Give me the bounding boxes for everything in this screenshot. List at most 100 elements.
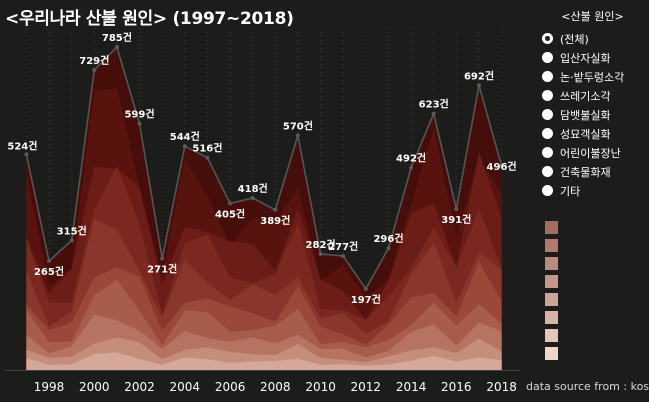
legend-option-label: 담뱃불실화	[560, 108, 611, 122]
data-label: 405건	[215, 207, 245, 220]
legend-option-6[interactable]: 어린이불장난	[540, 143, 645, 162]
x-tick-label: 1998	[34, 380, 65, 394]
legend-option-5[interactable]: 성묘객실화	[540, 124, 645, 143]
data-label: 277건	[328, 240, 358, 253]
data-point	[363, 286, 368, 291]
data-label: 389건	[260, 214, 290, 227]
data-label: 692건	[464, 69, 494, 82]
area-bands	[26, 47, 502, 371]
radio-button[interactable]	[542, 185, 553, 196]
color-swatch	[545, 311, 558, 324]
x-tick-label: 2006	[215, 380, 246, 394]
data-label: 785건	[102, 31, 132, 44]
data-label: 496건	[487, 160, 517, 173]
legend-title: <산불 원인>	[561, 10, 624, 23]
data-point	[295, 133, 300, 138]
legend-option-label: 쓰레기소각	[560, 89, 611, 103]
legend-option-label: 입산자실화	[560, 51, 611, 65]
legend-option-label: 건축물화재	[560, 165, 611, 179]
data-label: 391건	[441, 213, 471, 226]
x-tick-label: 2018	[486, 380, 517, 394]
legend-option-3[interactable]: 쓰레기소각	[540, 86, 645, 105]
data-point	[160, 256, 165, 261]
data-point	[386, 246, 391, 251]
data-label: 729건	[79, 54, 109, 67]
data-point	[24, 152, 29, 157]
radio-button[interactable]	[542, 52, 553, 63]
x-tick-label: 2010	[305, 380, 336, 394]
legend-option-2[interactable]: 논·밭두렁소각	[540, 67, 645, 86]
x-tick-label: 2008	[260, 380, 291, 394]
x-tick-label: 2002	[124, 380, 155, 394]
data-label: 516건	[192, 142, 222, 155]
data-label: 544건	[170, 130, 200, 143]
radio-button[interactable]	[542, 147, 553, 158]
data-point	[477, 83, 481, 88]
data-point	[273, 207, 278, 212]
legend-option-label: 성묘객실화	[560, 127, 611, 141]
data-point	[92, 68, 97, 72]
radio-button[interactable]	[542, 166, 553, 177]
legend-option-8[interactable]: 기타	[540, 181, 645, 200]
color-swatch	[545, 329, 558, 342]
legend-option-1[interactable]: 입산자실화	[540, 48, 645, 67]
data-label: 296건	[373, 232, 403, 245]
data-label: 492건	[396, 152, 426, 165]
data-point	[137, 121, 142, 126]
data-point	[250, 196, 255, 200]
data-label: 265건	[34, 265, 64, 278]
x-tick-label: 2016	[441, 380, 472, 394]
data-point	[409, 165, 414, 170]
chart-title: <우리나라 산불 원인> (1997~2018)	[5, 9, 294, 29]
data-label: 570건	[283, 120, 313, 133]
data-point	[454, 207, 459, 212]
x-tick-label: 2014	[396, 380, 427, 394]
total-line	[24, 45, 504, 291]
data-point	[228, 201, 233, 206]
data-source: data source from : kosis	[526, 380, 649, 393]
data-point	[114, 45, 119, 49]
color-swatch	[545, 221, 558, 234]
data-point	[341, 254, 346, 258]
x-tick-label: 2012	[351, 380, 382, 394]
color-swatches	[545, 221, 558, 365]
data-point	[182, 144, 187, 149]
data-point	[499, 163, 504, 168]
color-swatch	[545, 347, 558, 360]
data-label: 418건	[238, 182, 268, 195]
data-point	[205, 155, 210, 160]
data-label: 524건	[7, 139, 37, 152]
data-label: 599건	[124, 108, 154, 121]
x-axis: 1998 2000 2002 2004 2006 2008 2010 2012 2014 2016…	[5, 370, 520, 394]
x-tick-label: 2004	[170, 380, 201, 394]
x-tick-label: 2000	[79, 380, 110, 394]
legend-option-label: 기타	[560, 184, 581, 198]
area-band	[26, 352, 502, 370]
radio-button[interactable]	[542, 71, 553, 82]
color-swatch	[545, 293, 558, 306]
data-label: 197건	[351, 293, 381, 306]
radio-button[interactable]	[542, 109, 553, 120]
legend-option-7[interactable]: 건축물화재	[540, 162, 645, 181]
legend-option-label: (전체)	[560, 32, 589, 46]
color-swatch	[545, 275, 558, 288]
legend-option-0[interactable]: (전체)	[540, 29, 645, 48]
legend-option-label: 논·밭두렁소각	[560, 70, 625, 84]
data-label: 623건	[419, 98, 449, 111]
legend-option-label: 어린이불장난	[560, 146, 621, 160]
data-point	[47, 259, 51, 263]
data-point	[69, 238, 74, 243]
radio-button[interactable]	[542, 90, 553, 101]
data-label: 282건	[306, 238, 336, 251]
data-label: 315건	[57, 224, 87, 237]
legend-option-4[interactable]: 담뱃불실화	[540, 105, 645, 124]
radio-button[interactable]	[542, 33, 553, 44]
data-point	[431, 111, 436, 116]
radio-button[interactable]	[542, 128, 553, 139]
series-line-total	[25, 45, 503, 291]
color-swatch	[545, 239, 558, 252]
color-swatch	[545, 257, 558, 270]
